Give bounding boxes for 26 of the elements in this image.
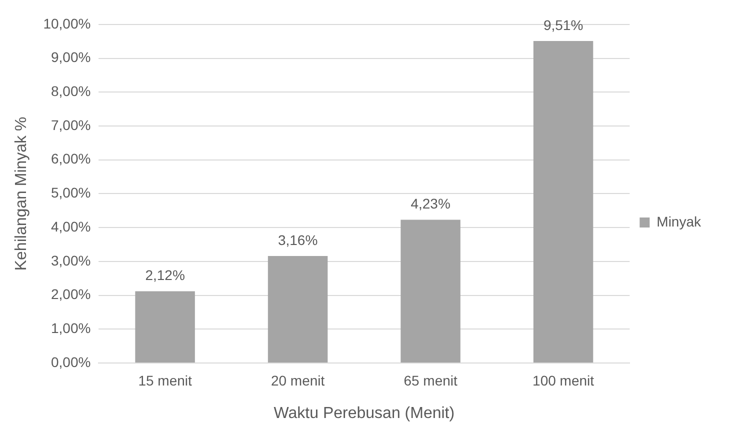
y-tick-label: 5,00%	[50, 184, 91, 201]
x-tick-label: 20 menit	[270, 372, 325, 388]
legend-label: Minyak	[656, 213, 702, 230]
y-tick-label: 3,00%	[50, 252, 91, 268]
data-label: 2,12%	[145, 267, 185, 284]
y-tick-label: 7,00%	[50, 116, 91, 133]
data-label: 4,23%	[410, 196, 450, 212]
y-tick-label: 2,00%	[50, 286, 91, 302]
x-axis-title: Waktu Perebusan (Menit)	[274, 404, 455, 422]
x-tick-label: 65 menit	[404, 372, 458, 388]
y-tick-label: 9,00%	[50, 49, 91, 66]
data-label: 9,51%	[543, 16, 584, 33]
bar	[135, 291, 195, 362]
x-tick-label: 100 menit	[532, 372, 594, 388]
y-tick-label: 10,00%	[43, 15, 91, 32]
x-tick-label: 15 menit	[138, 372, 192, 388]
data-label: 3,16%	[278, 232, 318, 248]
bar	[268, 256, 328, 362]
y-tick-label: 8,00%	[50, 82, 91, 99]
bar	[533, 40, 594, 362]
y-axis-title: Kehilangan Minyak %	[13, 116, 30, 271]
y-tick-label: 6,00%	[50, 150, 91, 167]
y-tick-label: 4,00%	[50, 218, 91, 234]
y-tick-label: 0,00%	[50, 354, 91, 370]
bar	[400, 220, 460, 362]
y-tick-label: 1,00%	[50, 320, 91, 336]
